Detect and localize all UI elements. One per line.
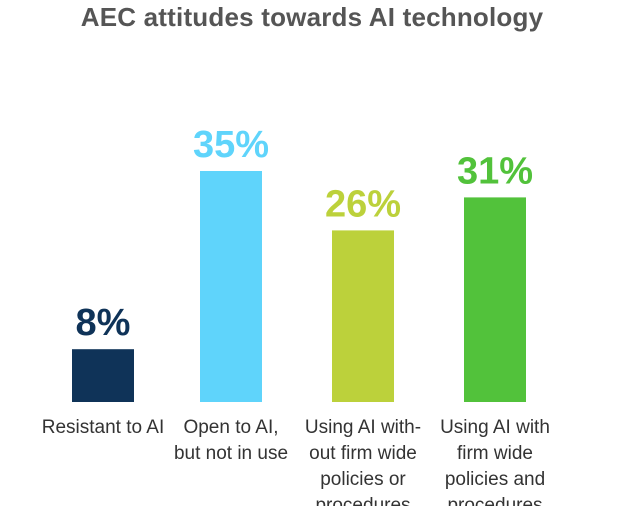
- category-label-1: Resistant to AI: [42, 417, 165, 438]
- bar-2: [200, 171, 262, 402]
- bar-3: [332, 230, 394, 402]
- chart-title: AEC attitudes towards AI technology: [80, 2, 544, 32]
- category-label-4: Using AI with firm wide policies and proced…: [440, 417, 550, 506]
- bar-1: [72, 349, 134, 402]
- category-label-3: Using AI with-out firm wide policies or pr…: [305, 417, 421, 506]
- data-label-1: 8%: [76, 302, 131, 344]
- bar-4: [464, 197, 526, 402]
- data-label-2: 35%: [193, 124, 269, 166]
- data-label-3: 26%: [325, 183, 401, 225]
- category-label-2: Open to AI, but not in use: [174, 417, 288, 464]
- data-label-4: 31%: [457, 150, 533, 192]
